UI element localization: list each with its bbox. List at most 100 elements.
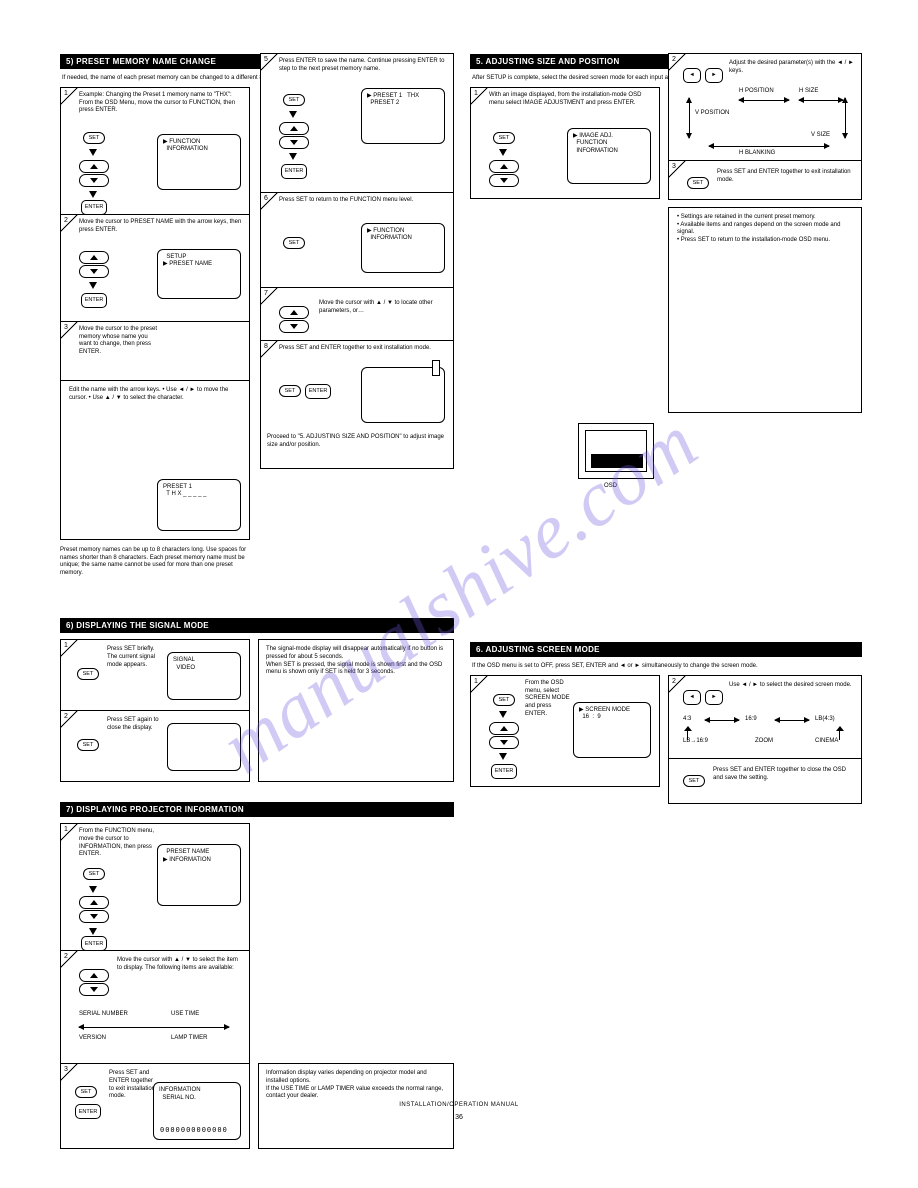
set-button[interactable]: SET [77, 668, 99, 680]
vsize-label: V SIZE [811, 132, 830, 138]
screenmode-intro: If the OSD menu is set to OFF, press SET… [470, 657, 862, 675]
arrow-down-button[interactable] [279, 320, 309, 333]
hblank-label: H BLANKING [739, 150, 775, 156]
arrow-down-button[interactable] [79, 265, 109, 278]
right-button[interactable]: ► [705, 690, 723, 705]
p8-screen [361, 367, 445, 423]
stepnum: 2 [64, 953, 68, 960]
set-button[interactable]: SET [75, 1086, 97, 1098]
preset-panel-6: 6 Press SET to return to the FUNCTION me… [260, 192, 454, 288]
stepnum: 5 [264, 56, 268, 63]
p6-screen: ▶ FUNCTION INFORMATION [361, 223, 445, 273]
hblank-arrow [709, 146, 829, 147]
arrow-up-button[interactable] [279, 122, 309, 135]
arrow-up-button[interactable] [489, 160, 519, 173]
set-button[interactable]: SET [83, 132, 105, 144]
section-signal: 6) DISPLAYING THE SIGNAL MODE 1 SET Pres… [60, 618, 454, 639]
arrow-down-button[interactable] [489, 174, 519, 187]
arrow-up-button[interactable] [279, 306, 309, 319]
sp1-text: With an image displayed, from the instal… [489, 92, 653, 108]
arrow-down-button[interactable] [79, 174, 109, 187]
preset-panel-8: 8 Press SET and ENTER together to exit i… [260, 340, 454, 430]
info-items-arrow [79, 1027, 229, 1028]
preset-p3-text: Move the cursor to the preset memory who… [79, 326, 159, 357]
info-panel-2: 2 Move the cursor with ▲ / ▼ to select t… [60, 950, 250, 1064]
enter-button[interactable]: ENTER [81, 200, 107, 215]
preset-p2-screen: SETUP ▶ PRESET NAME [157, 249, 241, 299]
p6-text: Press SET to return to the FUNCTION menu… [279, 197, 447, 205]
enter-button[interactable]: ENTER [305, 384, 331, 399]
arrow-down-button[interactable] [279, 136, 309, 149]
sp2-lead: Adjust the desired parameter(s) with the… [729, 60, 855, 76]
preset-p2-text: Move the cursor to PRESET NAME with the … [79, 219, 243, 235]
set-button[interactable]: SET [77, 739, 99, 751]
hsize-arrow [799, 100, 843, 101]
arrow-up-button[interactable] [79, 160, 109, 173]
mode-4-3: 4:3 [683, 716, 691, 722]
arrow-down-button[interactable] [79, 910, 109, 923]
stepnum: 1 [64, 642, 68, 649]
info-item-serial: SERIAL NUMBER [79, 1011, 128, 1017]
set-button[interactable]: SET [687, 177, 709, 189]
set-button[interactable]: SET [83, 868, 105, 880]
sp1-screen: ▶ IMAGE ADJ. FUNCTION INFORMATION [567, 128, 651, 184]
arrow-down-icon [88, 882, 98, 896]
page-number: 36 [455, 1114, 463, 1121]
stepnum: 3 [64, 324, 68, 331]
stepnum: 7 [264, 290, 268, 297]
arrow-down-icon [88, 146, 98, 160]
enter-button[interactable]: ENTER [81, 293, 107, 308]
set-button[interactable]: SET [493, 132, 515, 144]
right-button[interactable]: ► [705, 68, 723, 83]
info1-text: From the FUNCTION menu, move the cursor … [79, 828, 159, 859]
arrow-up-button[interactable] [79, 969, 109, 982]
arrow-down-button[interactable] [489, 736, 519, 749]
hsize-label: H SIZE [799, 88, 818, 94]
enter-button[interactable]: ENTER [281, 164, 307, 179]
p8-text: Press SET and ENTER together to exit ins… [279, 345, 447, 353]
left-button[interactable]: ◄ [683, 690, 701, 705]
set-button[interactable]: SET [283, 94, 305, 106]
sig2-screen [167, 723, 241, 771]
enter-button[interactable]: ENTER [81, 936, 107, 951]
arrow-down-icon [498, 708, 508, 722]
left-button[interactable]: ◄ [683, 68, 701, 83]
stepnum: 2 [672, 678, 676, 685]
stepnum: 2 [64, 217, 68, 224]
arrow-down-icon [288, 150, 298, 164]
set-button[interactable]: SET [493, 694, 515, 706]
mode-cinema: CINEMA [815, 738, 838, 744]
info-closing-text: Information display varies depending on … [259, 1064, 453, 1107]
sm3-text: Press SET and ENTER together to close th… [713, 767, 855, 783]
sm1-text: From the OSD menu, select SCREEN MODE an… [525, 680, 575, 719]
set-button[interactable]: SET [683, 775, 705, 787]
mode-16-9: 16:9 [745, 716, 757, 722]
sig1-text: Press SET briefly. The current signal mo… [107, 646, 159, 669]
arrow-up-button[interactable] [489, 722, 519, 735]
stepnum: 6 [264, 195, 268, 202]
info3-text: Press SET and ENTER together to exit ins… [109, 1070, 159, 1101]
set-button[interactable]: SET [283, 237, 305, 249]
preset-panel-5: 5 Press ENTER to save the name. Continue… [260, 53, 454, 193]
arrow-up-button[interactable] [79, 896, 109, 909]
sig1-screen: SIGNAL VIDEO [167, 652, 241, 700]
info1-screen: PRESET NAME ▶ INFORMATION [157, 844, 241, 906]
screenmode-panel-3: SET Press SET and ENTER together to clos… [668, 758, 862, 804]
enter-button[interactable]: ENTER [491, 764, 517, 779]
hpos-arrow [739, 100, 789, 101]
tv-caption: OSD [604, 483, 617, 491]
signal-closing: The signal-mode display will disappear a… [258, 639, 454, 782]
info-item-usetime: USE TIME [171, 1011, 199, 1017]
stepnum: 2 [672, 56, 676, 63]
signal-closing-text: The signal-mode display will disappear a… [259, 640, 453, 683]
preset-panel-4: Edit the name with the arrow keys. • Use… [60, 380, 250, 540]
sizepos-panel-2: 2 ◄ ► Adjust the desired parameter(s) wi… [668, 53, 862, 161]
arrow-down-button[interactable] [79, 983, 109, 996]
arrow-up-button[interactable] [79, 251, 109, 264]
section-sizepos: 5. ADJUSTING SIZE AND POSITION After SET… [470, 54, 862, 87]
info-item-version: VERSION [79, 1035, 106, 1041]
stepnum: 8 [264, 343, 268, 350]
vsize-arrow [845, 98, 846, 138]
preset-panel-1: 1 Example: Changing the Preset 1 memory … [60, 87, 250, 215]
set-button[interactable]: SET [279, 385, 301, 397]
